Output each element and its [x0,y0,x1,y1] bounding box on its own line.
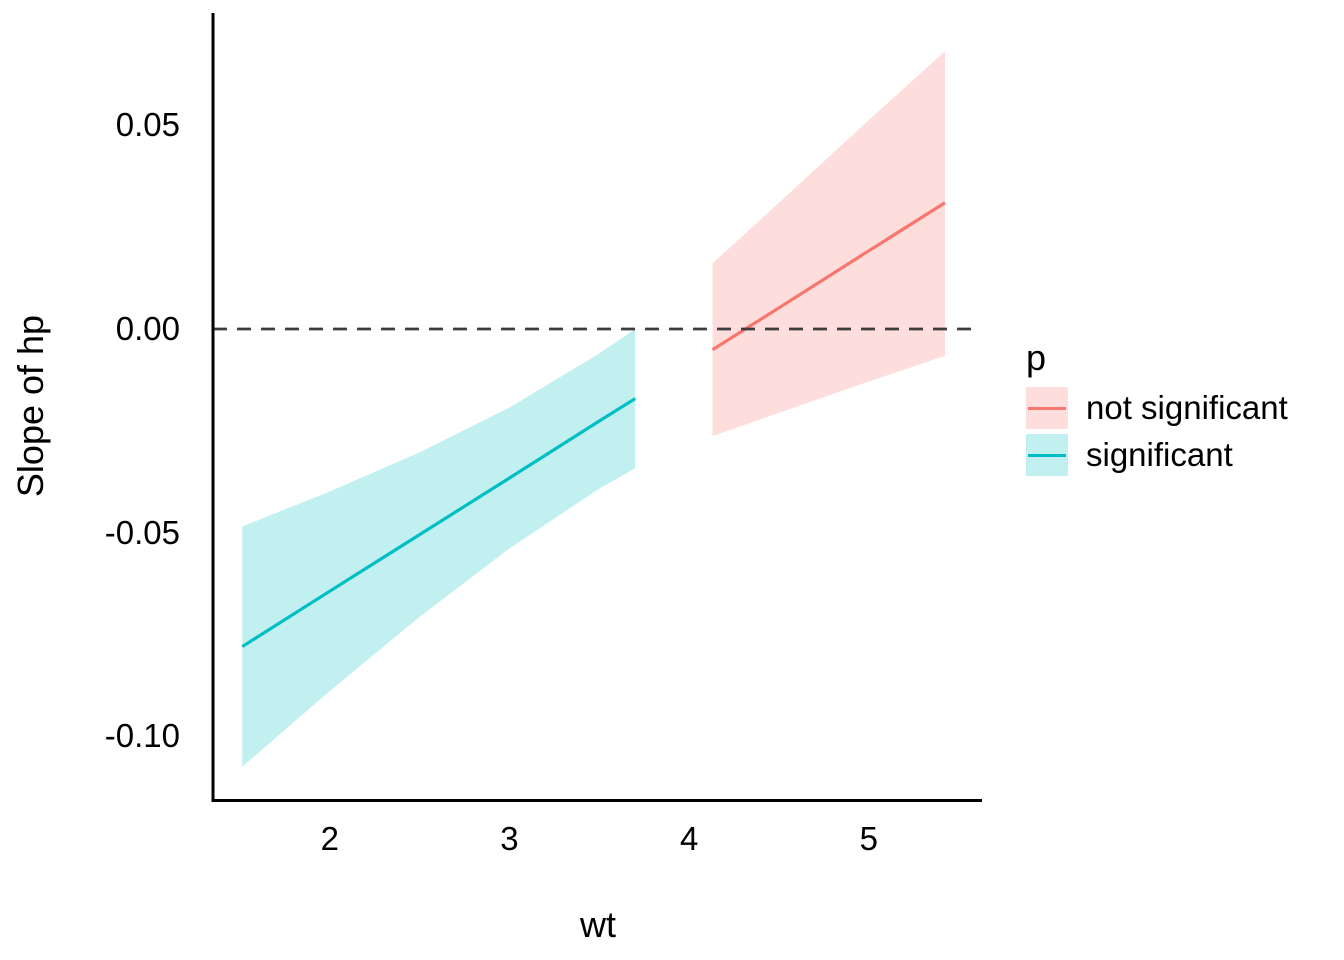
x-tick-label-5: 5 [859,820,878,857]
slope-line-significant [241,397,637,648]
legend-swatch-not-significant [1026,387,1068,429]
y-tick-label--0.05: -0.05 [104,513,180,551]
y-tick-label-0.05: 0.05 [115,106,180,144]
legend-swatch-significant [1026,434,1068,476]
legend: p not significant significant [1022,340,1342,540]
y-tick-label-0.00: 0.00 [115,309,180,347]
x-tick-label-3: 3 [500,820,519,857]
legend-title: p [1026,337,1047,378]
ci-ribbon-not-significant [712,51,945,437]
x-tick-label-2: 2 [320,820,339,857]
y-tick-label--0.10: -0.10 [104,717,180,755]
legend-label-not-significant: not significant [1086,389,1288,426]
x-axis-title: wt [580,904,616,945]
y-axis-title: Slope of hp [10,314,51,498]
legend-key-line-icon [1028,453,1066,457]
x-tick-label-4: 4 [679,820,699,857]
ci-ribbon-significant [242,328,636,767]
legend-key-line-icon [1028,406,1066,410]
legend-label-significant: significant [1086,436,1233,473]
